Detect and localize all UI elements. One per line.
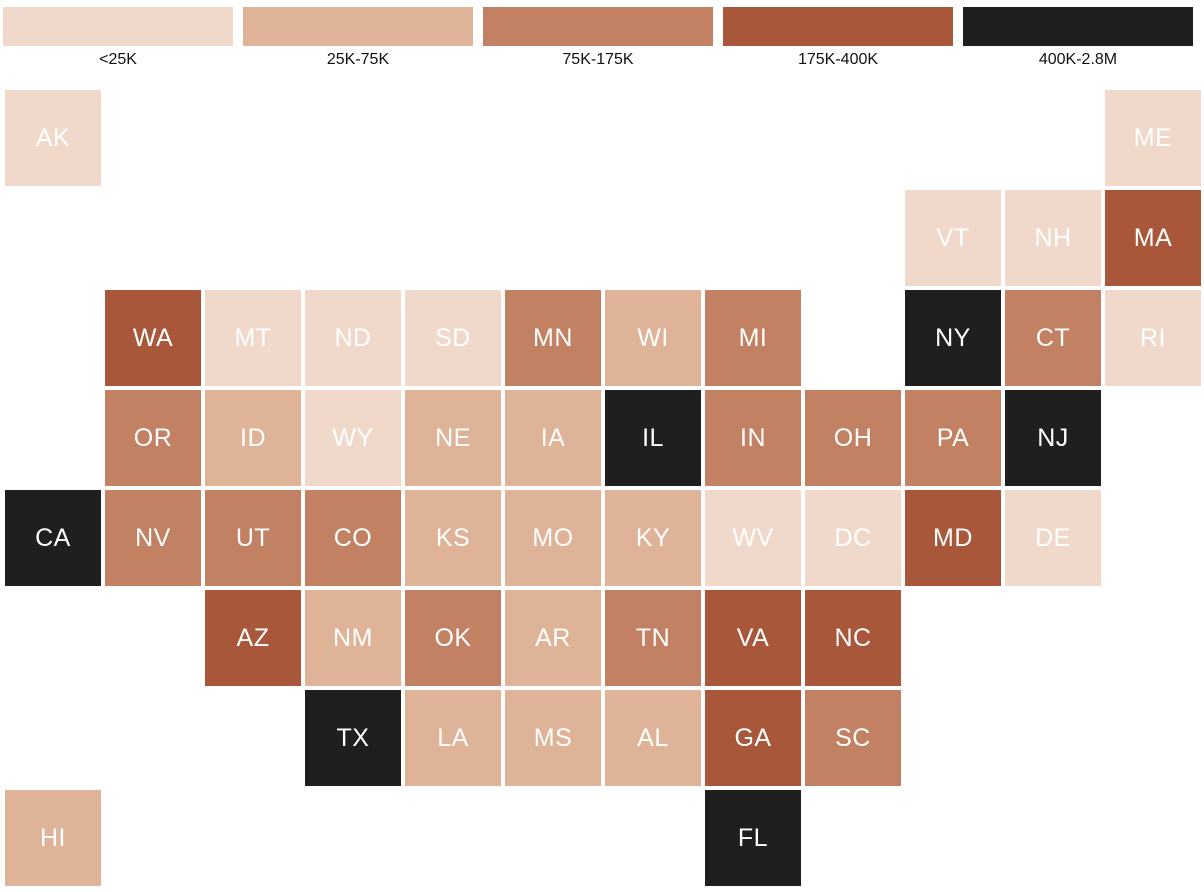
state-tile-nh[interactable]: NH xyxy=(1005,190,1101,286)
state-tile-id[interactable]: ID xyxy=(205,390,301,486)
state-tile-tx[interactable]: TX xyxy=(305,690,401,786)
state-tile-co[interactable]: CO xyxy=(305,490,401,586)
state-tile-mn[interactable]: MN xyxy=(505,290,601,386)
state-tile-nj[interactable]: NJ xyxy=(1005,390,1101,486)
state-tile-me[interactable]: ME xyxy=(1105,90,1201,186)
state-tile-md[interactable]: MD xyxy=(905,490,1001,586)
legend-item: <25K xyxy=(3,7,233,69)
state-tile-ga[interactable]: GA xyxy=(705,690,801,786)
state-tile-nv[interactable]: NV xyxy=(105,490,201,586)
state-tile-ma[interactable]: MA xyxy=(1105,190,1201,286)
state-tile-ne[interactable]: NE xyxy=(405,390,501,486)
legend-label: 175K-400K xyxy=(797,51,879,68)
legend-item: 25K-75K xyxy=(243,7,473,69)
state-tile-sd[interactable]: SD xyxy=(405,290,501,386)
state-tile-mo[interactable]: MO xyxy=(505,490,601,586)
state-tile-ny[interactable]: NY xyxy=(905,290,1001,386)
state-tile-va[interactable]: VA xyxy=(705,590,801,686)
state-tile-fl[interactable]: FL xyxy=(705,790,801,886)
state-tile-ky[interactable]: KY xyxy=(605,490,701,586)
state-tile-wy[interactable]: WY xyxy=(305,390,401,486)
legend-swatch xyxy=(483,7,713,46)
legend-label: 400K-2.8M xyxy=(1038,51,1118,68)
state-tile-wi[interactable]: WI xyxy=(605,290,701,386)
legend-item: 175K-400K xyxy=(723,7,953,69)
state-tile-de[interactable]: DE xyxy=(1005,490,1101,586)
state-tile-vt[interactable]: VT xyxy=(905,190,1001,286)
state-tile-ks[interactable]: KS xyxy=(405,490,501,586)
state-tile-sc[interactable]: SC xyxy=(805,690,901,786)
legend-label: <25K xyxy=(99,51,137,68)
state-tile-wa[interactable]: WA xyxy=(105,290,201,386)
state-tile-ok[interactable]: OK xyxy=(405,590,501,686)
state-tile-az[interactable]: AZ xyxy=(205,590,301,686)
state-tile-mi[interactable]: MI xyxy=(705,290,801,386)
legend-label: 75K-175K xyxy=(562,51,634,68)
legend-label: 25K-75K xyxy=(326,51,390,68)
state-tile-ca[interactable]: CA xyxy=(5,490,101,586)
legend-swatch xyxy=(963,7,1193,46)
state-tile-tn[interactable]: TN xyxy=(605,590,701,686)
state-tile-or[interactable]: OR xyxy=(105,390,201,486)
state-tile-in[interactable]: IN xyxy=(705,390,801,486)
state-tile-ak[interactable]: AK xyxy=(5,90,101,186)
state-tile-nc[interactable]: NC xyxy=(805,590,901,686)
state-tile-ia[interactable]: IA xyxy=(505,390,601,486)
state-tile-pa[interactable]: PA xyxy=(905,390,1001,486)
state-tile-oh[interactable]: OH xyxy=(805,390,901,486)
legend-item: 75K-175K xyxy=(483,7,713,69)
state-tile-mt[interactable]: MT xyxy=(205,290,301,386)
state-tile-al[interactable]: AL xyxy=(605,690,701,786)
state-tile-ct[interactable]: CT xyxy=(1005,290,1101,386)
state-tile-hi[interactable]: HI xyxy=(5,790,101,886)
state-tile-nm[interactable]: NM xyxy=(305,590,401,686)
state-tile-la[interactable]: LA xyxy=(405,690,501,786)
state-tile-ar[interactable]: AR xyxy=(505,590,601,686)
legend-item: 400K-2.8M xyxy=(963,7,1193,69)
legend-swatch xyxy=(723,7,953,46)
state-tile-ms[interactable]: MS xyxy=(505,690,601,786)
state-tile-il[interactable]: IL xyxy=(605,390,701,486)
legend-swatch xyxy=(3,7,233,46)
state-tile-wv[interactable]: WV xyxy=(705,490,801,586)
state-tile-dc[interactable]: DC xyxy=(805,490,901,586)
state-tile-ri[interactable]: RI xyxy=(1105,290,1201,386)
map-legend: <25K 25K-75K 75K-175K 175K-400K 400K-2.8M xyxy=(0,0,1204,80)
legend-swatch xyxy=(243,7,473,46)
state-tile-nd[interactable]: ND xyxy=(305,290,401,386)
state-tile-ut[interactable]: UT xyxy=(205,490,301,586)
